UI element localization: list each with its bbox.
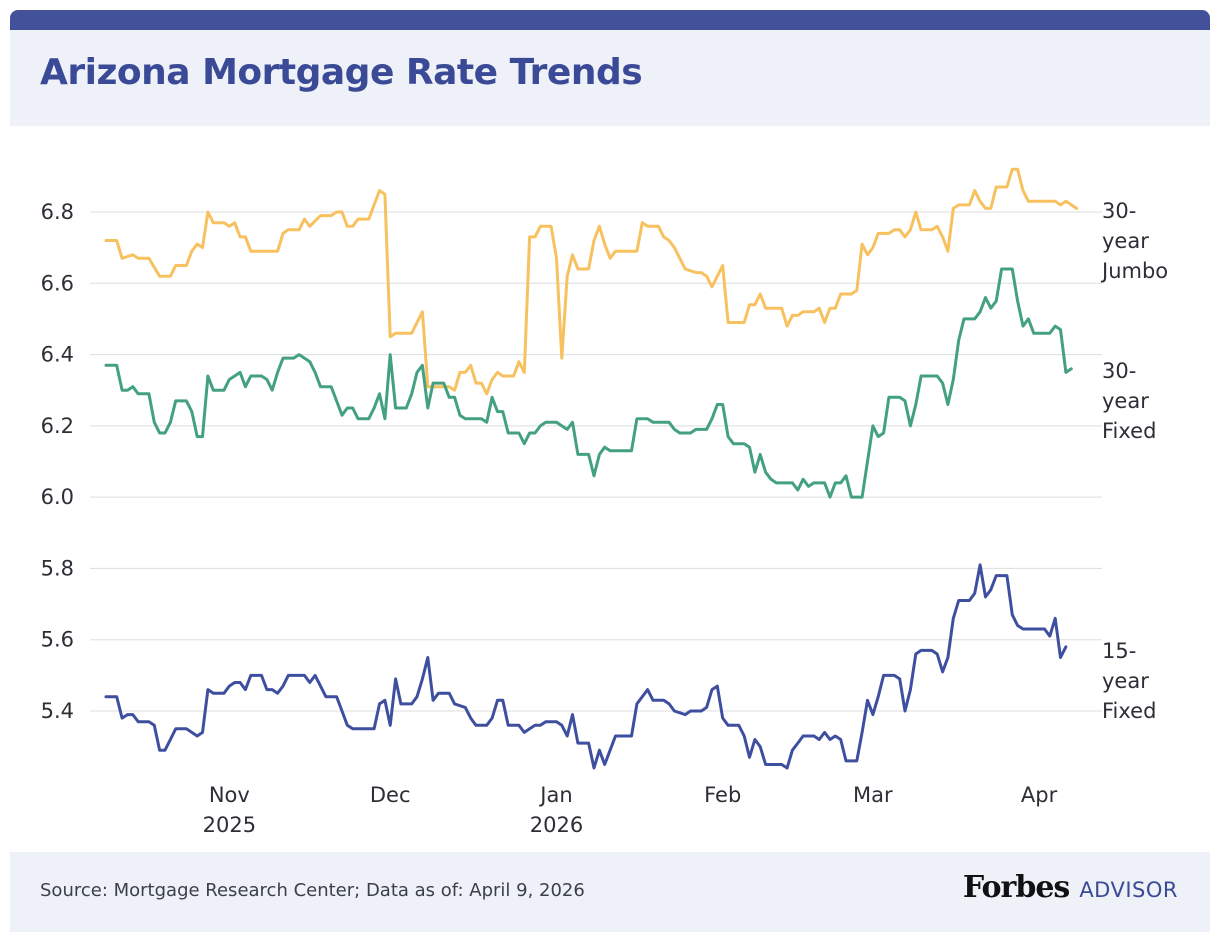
series-label-line: Jumbo (1100, 259, 1168, 283)
series-label-line: year (1102, 389, 1149, 413)
y-axis-ticks: 5.4 5.6 5.8 6.0 6.2 6.4 6.6 6.8 (41, 200, 74, 723)
brand-sub: ADVISOR (1079, 878, 1178, 902)
x-tick-year-label: 2025 (203, 813, 256, 837)
series-label-line: Fixed (1102, 419, 1156, 443)
y-tick-label: 5.4 (41, 699, 74, 723)
x-tick-label: Jan (538, 783, 572, 807)
x-tick-label: Mar (853, 783, 893, 807)
x-tick-year-label: 2026 (530, 813, 583, 837)
top-accent-bar (10, 10, 1210, 30)
chart-header: Arizona Mortgage Rate Trends (10, 30, 1210, 126)
series-label-line: 15- (1102, 639, 1136, 663)
source-note: Source: Mortgage Research Center; Data a… (40, 880, 585, 901)
x-tick-label: Feb (704, 783, 741, 807)
series-label-line: 30- (1102, 199, 1136, 223)
y-tick-label: 6.8 (41, 200, 74, 224)
x-tick-label: Apr (1021, 783, 1058, 807)
series-labels: 30- year Jumbo 30- year Fixed 15- year Fixed (1100, 199, 1168, 723)
y-tick-label: 5.6 (41, 628, 74, 652)
series-label-line: year (1102, 229, 1149, 253)
x-tick-label: Nov (209, 783, 250, 807)
series-label-line: 30- (1102, 359, 1136, 383)
chart-footer: Source: Mortgage Research Center; Data a… (10, 852, 1210, 932)
x-tick-label: Dec (370, 783, 411, 807)
series-line-15-year-fixed (104, 563, 1068, 770)
grid-lines (90, 211, 1102, 712)
y-tick-label: 6.4 (41, 343, 74, 367)
brand-logo: Forbes ADVISOR (963, 870, 1178, 905)
line-chart: 5.4 5.6 5.8 6.0 6.2 6.4 6.6 6.8 Nov 2025 Dec Jan 20… (41, 167, 1168, 837)
series-lines (104, 167, 1079, 770)
chart-title: Arizona Mortgage Rate Trends (40, 52, 643, 93)
y-tick-label: 6.0 (41, 485, 74, 509)
brand-main: Forbes (962, 870, 1070, 905)
series-label-line: year (1102, 669, 1149, 693)
x-axis-ticks: Nov 2025 Dec Jan 2026 Feb Mar Apr (203, 783, 1058, 837)
y-tick-label: 6.2 (41, 414, 74, 438)
y-tick-label: 6.6 (41, 271, 74, 295)
series-line-30-year-fixed (104, 267, 1073, 499)
series-line-30-year-jumbo (104, 167, 1079, 396)
y-tick-label: 5.8 (41, 556, 74, 580)
series-label-line: Fixed (1102, 699, 1156, 723)
